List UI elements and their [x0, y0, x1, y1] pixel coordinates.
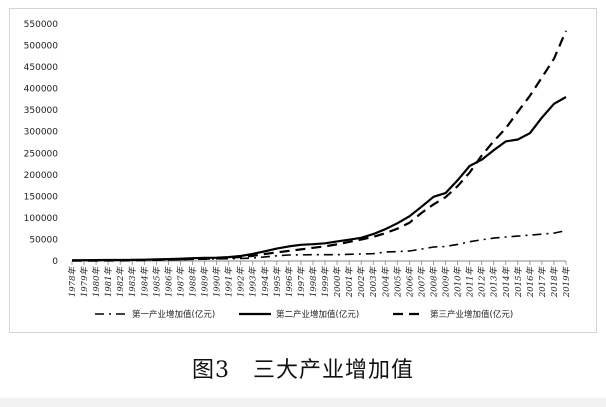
x-tick-label: 1992年 — [236, 266, 247, 298]
figure-caption: 图3 三大产业增加值 — [192, 358, 414, 383]
x-tick-label: 1995年 — [272, 266, 283, 298]
x-tick-label: 1999年 — [320, 266, 331, 298]
series-line-1 — [71, 229, 567, 262]
x-tick-label: 2015年 — [513, 266, 524, 299]
y-tick-label: 250000 — [24, 149, 59, 159]
x-tick-label: 2009年 — [441, 266, 452, 299]
x-axis: 1978年 1979年 1980年 1981年 1982年 1983年 1984年 1985年… — [67, 260, 572, 299]
line-chart: 0 50000 100000 150000 200000 250000 300000 3500… — [24, 20, 572, 320]
page-footer-band — [0, 398, 606, 407]
x-tick-label: 1978年 — [67, 266, 78, 298]
y-tick-label: 200000 — [24, 171, 59, 181]
x-tick-label: 1990年 — [212, 266, 223, 298]
x-tick-label: 1997年 — [296, 266, 307, 298]
x-tick-label: 2018年 — [549, 266, 560, 299]
x-tick-label: 2016年 — [525, 266, 536, 299]
chart-container: 0 50000 100000 150000 200000 250000 300000 3500… — [9, 8, 597, 333]
x-tick-label: 2013年 — [489, 266, 500, 299]
x-tick-label: 2011年 — [465, 266, 476, 299]
x-tick-label: 2004年 — [380, 266, 391, 299]
legend-label-2: 第二产业增加值(亿元) — [276, 309, 359, 320]
x-tick-label: 2008年 — [428, 266, 439, 299]
legend-label-1: 第一产业增加值(亿元) — [132, 309, 215, 320]
y-tick-label: 300000 — [24, 128, 59, 138]
x-tick-label: 2005年 — [392, 266, 403, 299]
x-tick-label: 1980年 — [91, 266, 102, 298]
x-tick-label: 2017年 — [537, 266, 548, 299]
y-tick-label: 550000 — [24, 20, 59, 30]
x-tick-label: 1979年 — [79, 266, 90, 298]
legend-label-3: 第三产业增加值(亿元) — [430, 309, 513, 320]
y-tick-label: 0 — [52, 257, 58, 267]
x-tick-label: 1981年 — [103, 266, 114, 298]
x-tick-label: 1985年 — [151, 266, 162, 298]
x-tick-label: 1987年 — [175, 266, 186, 298]
series-line-3 — [72, 30, 568, 262]
x-tick-label: 1991年 — [224, 266, 235, 298]
y-tick-label: 400000 — [24, 85, 59, 95]
x-tick-label: 1984年 — [139, 266, 150, 298]
x-tick-label: 1989年 — [200, 266, 211, 298]
x-tick-label: 1998年 — [308, 266, 319, 298]
x-tick-label: 2001年 — [344, 266, 355, 299]
x-tick-label: 2007年 — [416, 266, 427, 299]
y-axis: 0 50000 100000 150000 200000 250000 300000 3500… — [24, 20, 59, 267]
x-tick-label: 1986年 — [163, 266, 174, 298]
x-tick-label: 2006年 — [404, 266, 415, 299]
x-tick-label: 2002年 — [356, 266, 367, 299]
y-tick-label: 50000 — [29, 235, 58, 245]
x-tick-label: 2003年 — [368, 266, 379, 299]
x-tick-label: 1996年 — [284, 266, 295, 298]
x-tick-label: 1993年 — [248, 266, 259, 298]
y-tick-label: 500000 — [24, 42, 59, 52]
series-line-2 — [72, 96, 567, 262]
x-tick-label: 2014年 — [501, 266, 512, 299]
y-tick-label: 350000 — [24, 106, 59, 116]
series-lines — [71, 30, 568, 262]
y-tick-label: 150000 — [24, 192, 59, 202]
x-tick-label: 2019年 — [561, 266, 572, 299]
x-tick-label: 1988年 — [187, 266, 198, 298]
legend: 第一产业增加值(亿元) 第二产业增加值(亿元) 第三产业增加值(亿元) — [95, 309, 513, 320]
x-tick-label: 1983年 — [127, 266, 138, 298]
x-tick-label: 1982年 — [115, 266, 126, 298]
y-tick-label: 450000 — [24, 63, 59, 73]
x-tick-label: 2010年 — [453, 266, 464, 299]
x-tick-label: 2000年 — [332, 266, 343, 299]
x-tick-label: 1994年 — [260, 266, 271, 298]
y-tick-label: 100000 — [24, 214, 59, 224]
x-tick-label: 2012年 — [477, 266, 488, 299]
